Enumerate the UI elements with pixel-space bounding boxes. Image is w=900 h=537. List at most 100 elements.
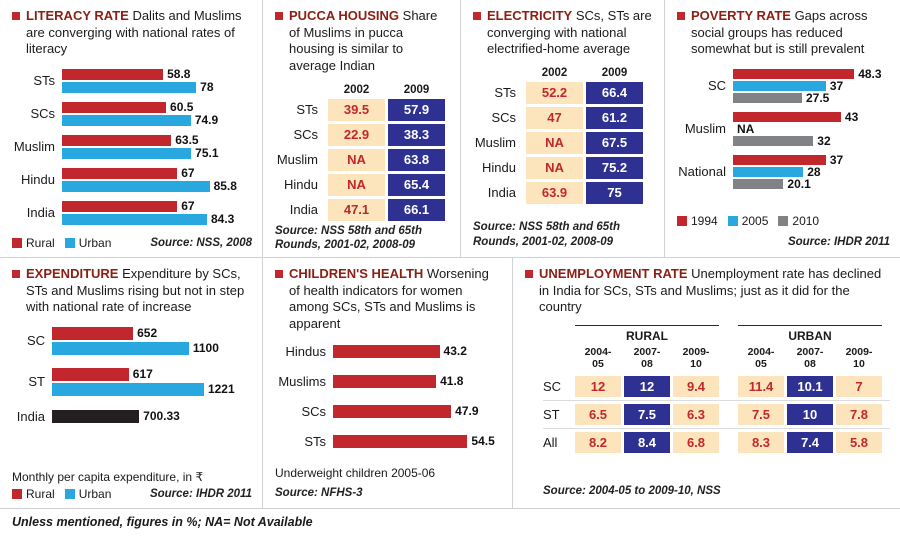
- source-wrap: Source: 2004-05 to 2009-10, NSS: [543, 481, 890, 499]
- panel-footer: Source: NSS 58th and 65th Rounds, 2001-0…: [275, 224, 450, 254]
- year-column-header: 2007- 08: [796, 345, 824, 370]
- bar-stack: 67 85.8: [62, 166, 252, 193]
- panel-header: LITERACY RATE Dalits and Muslims are con…: [12, 8, 252, 58]
- red-square-bullet-icon: [275, 270, 283, 278]
- bar-row: 41.8: [333, 374, 502, 388]
- red-square-bullet-icon: [525, 270, 533, 278]
- category-label: Muslim: [684, 121, 726, 137]
- bar-value-label: 67: [181, 199, 195, 214]
- table-row: India 47.1 66.1: [275, 198, 450, 221]
- table-cell: 47: [526, 106, 583, 129]
- table-cell: 10.1: [787, 376, 833, 397]
- panel-footer: Monthly per capita expenditure, in ₹ Rur…: [12, 470, 252, 501]
- section-header-row: RURAL URBAN: [543, 324, 890, 346]
- bar-row: 75.1: [62, 146, 252, 160]
- legend-label: 2010: [792, 214, 820, 228]
- rural-bar: [52, 367, 129, 381]
- row-label: STs: [494, 85, 516, 101]
- bar-row: NA: [733, 122, 890, 136]
- bar-value-label: 652: [137, 326, 158, 341]
- bar-value-label: 27.5: [806, 90, 830, 105]
- panel-heading-text: LITERACY RATE Dalits and Muslims are con…: [26, 8, 252, 58]
- table-row: Muslim NA 63.8: [275, 148, 450, 171]
- table-cell: 38.3: [388, 123, 445, 146]
- legend-source-row: Rural Urban Source: IHDR 2011: [12, 487, 252, 501]
- urban-bar: [62, 213, 207, 225]
- bar-value-label: 67: [181, 166, 195, 181]
- table-cell: 10: [787, 404, 833, 425]
- legend-label: 2005: [741, 214, 769, 228]
- panel-header: ELECTRICITY SCs, STs are converging with…: [473, 8, 654, 58]
- panel-pucca-housing: PUCCA HOUSING Share of Muslims in pucca …: [262, 0, 460, 257]
- bar-row: 32: [733, 134, 890, 148]
- table-cell: 7.4: [787, 432, 833, 453]
- 2005-bar: [733, 166, 804, 177]
- red-square-bullet-icon: [677, 12, 685, 20]
- bar-group: India 700.33: [12, 409, 252, 424]
- category-label: STs: [304, 433, 326, 449]
- year-column-header: 2007- 08: [633, 345, 661, 370]
- table-cell: 7.5: [738, 404, 784, 425]
- table-row: Hindu NA 65.4: [275, 173, 450, 196]
- top-row: LITERACY RATE Dalits and Muslims are con…: [0, 0, 900, 258]
- urban-bar: [62, 81, 197, 93]
- table-row: SCs 22.9 38.3: [275, 123, 450, 146]
- legend-label: Rural: [26, 487, 55, 501]
- bar-stack: 48.3 37 27.5: [733, 67, 890, 105]
- bar-stack: 617 1221: [52, 367, 252, 396]
- bar-stack: 47.9: [333, 404, 502, 418]
- panel-title: POVERTY RATE: [691, 8, 791, 23]
- panel-unemployment-rate: UNEMPLOYMENT RATE Unemployment rate has …: [512, 258, 900, 508]
- bar-value-label: 74.9: [194, 113, 219, 128]
- panel-subtitle: Gaps across social groups has reduced so…: [691, 8, 868, 57]
- table-cell: 5.8: [836, 432, 882, 453]
- panel-heading-text: EXPENDITURE Expenditure by SCs, STs and …: [26, 266, 252, 316]
- bar-row: 27.5: [733, 90, 890, 105]
- table-cell: 7.8: [836, 404, 882, 425]
- bottom-row: EXPENDITURE Expenditure by SCs, STs and …: [0, 258, 900, 509]
- year-column-header: 2009: [403, 83, 430, 96]
- bar-value-label: 84.3: [210, 212, 235, 227]
- row-label: STs: [296, 102, 318, 117]
- bar-group: Hindu 67 85.8: [12, 166, 252, 193]
- 1994-bar: [733, 68, 855, 79]
- row-label: All: [543, 435, 558, 450]
- bar-row: 78: [62, 80, 252, 95]
- source-note: Source: NSS 58th and 65th Rounds, 2001-0…: [275, 224, 422, 252]
- panel-title: LITERACY RATE: [26, 8, 129, 23]
- bar-row: 37: [733, 153, 890, 167]
- bar-value-label: 1100: [192, 341, 219, 356]
- panel-footer: Rural Urban Source: NSS, 2008: [12, 236, 252, 250]
- category-label: Muslim: [13, 139, 55, 155]
- table-cell: 12: [624, 376, 670, 397]
- legend-swatch: [12, 238, 22, 248]
- bar-group: Muslims 41.8: [275, 374, 502, 389]
- bar-row: 28: [733, 165, 890, 179]
- poverty-bar-chart: SC 48.3 37 27.5 Muslim 43 NA 32 National 37 28 20.1: [677, 67, 890, 198]
- table-cell: 7.5: [624, 404, 670, 425]
- bar-value-label: 78: [200, 80, 214, 95]
- bar-group: ST 617 1221: [12, 367, 252, 396]
- legend-item: Rural: [12, 487, 55, 501]
- category-label: SCs: [30, 106, 55, 122]
- legend-label: 1994: [691, 214, 718, 228]
- red-square-bullet-icon: [12, 270, 20, 278]
- bar-group: SCs 60.5 74.9: [12, 100, 252, 128]
- bar-row: 85.8: [62, 179, 252, 193]
- table-cell: 63.8: [388, 148, 445, 171]
- row-label: Hindu: [482, 160, 516, 176]
- bar-group: STs 54.5: [275, 434, 502, 449]
- category-label: India: [16, 408, 45, 424]
- panel-footer: Source: NSS 58th and 65th Rounds, 2001-0…: [473, 220, 654, 250]
- rural-bar: [62, 200, 178, 212]
- bar-row: 67: [62, 199, 252, 214]
- bar-row: 74.9: [62, 113, 252, 128]
- rural-bar: [52, 326, 134, 340]
- table-cell: NA: [526, 156, 583, 179]
- rural-bar: [62, 167, 178, 179]
- panel-header: POVERTY RATE Gaps across social groups h…: [677, 8, 890, 58]
- red-square-bullet-icon: [275, 12, 283, 20]
- legend-swatch: [64, 238, 75, 248]
- expenditure-bar-chart: SC 652 1100 ST 617 1221 India 700.33: [12, 326, 252, 437]
- urban-bar: [62, 114, 191, 126]
